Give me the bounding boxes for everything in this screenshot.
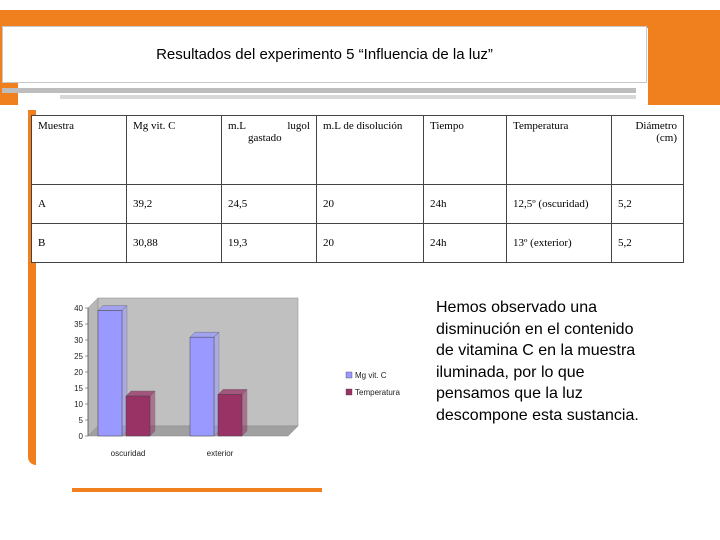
orange-frame-top <box>0 10 720 28</box>
title-shadow-bar <box>2 88 636 93</box>
header-ml-disolucion: m.L de disolución <box>316 115 424 185</box>
y-tick-label: 20 <box>74 368 83 377</box>
cell-diametro: 5,2 <box>611 223 684 263</box>
y-tick-label: 10 <box>74 400 83 409</box>
y-tick-label: 5 <box>79 416 84 425</box>
bar <box>125 395 151 437</box>
x-tick-label: oscuridad <box>111 449 146 458</box>
header-tiempo: Tiempo <box>423 115 507 185</box>
header-gastado-word: gastado <box>248 132 282 144</box>
slide-title: Resultados del experimento 5 “Influencia… <box>2 26 647 83</box>
y-tick-label: 25 <box>74 352 83 361</box>
bar <box>97 310 123 437</box>
orange-frame-body-left <box>28 110 36 465</box>
bar-side <box>149 390 156 437</box>
cell-ml-lugol: 19,3 <box>221 223 317 263</box>
cell-mg-vit-c: 30,88 <box>126 223 222 263</box>
table-header-row: Muestra Mg vit. C m.L lugol gastado m.L … <box>31 115 684 185</box>
bar <box>217 394 243 437</box>
x-tick-label: exterior <box>207 449 234 458</box>
conclusion-text: Hemos observado una disminución en el co… <box>436 299 639 424</box>
table-row: B 30,88 19,3 20 24h 13º (exterior) 5,2 <box>31 223 684 263</box>
header-ml-lugol: m.L lugol gastado <box>221 115 317 185</box>
bar-chart: 0 5 10 15 20 25 30 35 40 oscuridad exterior Mg vit.… <box>74 297 400 458</box>
orange-frame-body-bottom <box>72 488 322 492</box>
header-ml-word: m.L <box>228 120 247 132</box>
cell-muestra: B <box>31 223 127 263</box>
cell-tiempo: 24h <box>423 223 507 263</box>
header-lugol-word: lugol <box>287 120 310 132</box>
legend-swatch <box>345 388 353 396</box>
cell-mg-vit-c: 39,2 <box>126 184 222 224</box>
cell-diametro: 5,2 <box>611 184 684 224</box>
cell-tiempo: 24h <box>423 184 507 224</box>
y-tick-label: 0 <box>79 432 84 441</box>
table-row: A 39,2 24,5 20 24h 12,5º (oscuridad) 5,2 <box>31 184 684 224</box>
cell-muestra: A <box>31 184 127 224</box>
legend-swatch <box>345 371 353 379</box>
cell-ml-disolucion: 20 <box>316 223 424 263</box>
chart-side-wall <box>87 297 99 437</box>
cell-ml-lugol: 24,5 <box>221 184 317 224</box>
cell-temperatura: 13º (exterior) <box>506 223 612 263</box>
cell-ml-disolucion: 20 <box>316 184 424 224</box>
legend-label: Mg vit. C <box>355 371 387 380</box>
title-shadow-bar-2 <box>60 95 636 99</box>
y-tick-label: 15 <box>74 384 83 393</box>
bar-side <box>241 388 248 437</box>
legend-label: Temperatura <box>355 388 400 397</box>
y-tick-label: 35 <box>74 320 83 329</box>
y-tick-label: 30 <box>74 336 83 345</box>
header-temperatura: Temperatura <box>506 115 612 185</box>
orange-frame-right <box>648 10 720 105</box>
header-mg-vit-c: Mg vit. C <box>126 115 222 185</box>
cell-temperatura: 12,5º (oscuridad) <box>506 184 612 224</box>
bar <box>189 336 215 437</box>
results-table: Muestra Mg vit. C m.L lugol gastado m.L … <box>31 115 684 263</box>
y-tick-label: 40 <box>74 304 83 313</box>
header-muestra: Muestra <box>31 115 127 185</box>
header-ml-lugol-line: m.L lugol <box>228 120 310 132</box>
header-diametro: Diámetro (cm) <box>611 115 684 185</box>
